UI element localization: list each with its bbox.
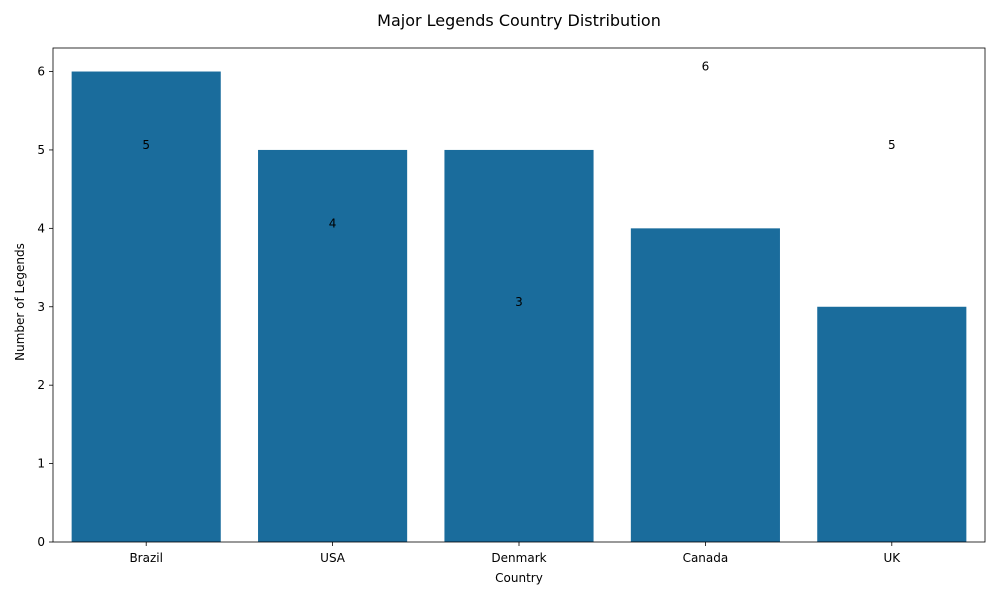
bar-denmark — [444, 149, 594, 542]
x-tick-label-canada: Canada — [683, 551, 729, 565]
y-tick-label-6: 6 — [37, 65, 45, 79]
x-tick-label-usa: USA — [320, 551, 346, 565]
y-axis-label: Number of Legends — [13, 243, 27, 361]
x-tick-label-denmark: Denmark — [491, 551, 546, 565]
bar-canada — [630, 228, 780, 542]
bar-uk — [817, 306, 967, 542]
data-label-0: 5 — [142, 138, 150, 152]
y-tick-label-3: 3 — [37, 300, 45, 314]
x-tick-label-uk: UK — [883, 551, 901, 565]
x-axis-label: Country — [495, 571, 543, 585]
y-tick-label-1: 1 — [37, 457, 45, 471]
y-tick-label-0: 0 — [37, 535, 45, 549]
data-label-1: 4 — [329, 216, 337, 230]
data-label-3: 6 — [702, 60, 710, 74]
y-tick-label-2: 2 — [37, 378, 45, 392]
plot-area: 0 1 2 3 4 5 6 Brazil USA Denmark Canada UK 5 4 3 6 5 — [37, 47, 986, 565]
y-tick-label-4: 4 — [37, 221, 45, 235]
data-label-4: 5 — [888, 138, 896, 152]
x-tick-label-brazil: Brazil — [129, 551, 163, 565]
bar-brazil — [71, 71, 221, 543]
plot-frame — [52, 47, 986, 543]
bar-usa — [258, 149, 408, 542]
data-label-2: 3 — [515, 295, 523, 309]
chart-title: Major Legends Country Distribution — [377, 11, 661, 30]
y-tick-label-5: 5 — [37, 143, 45, 157]
